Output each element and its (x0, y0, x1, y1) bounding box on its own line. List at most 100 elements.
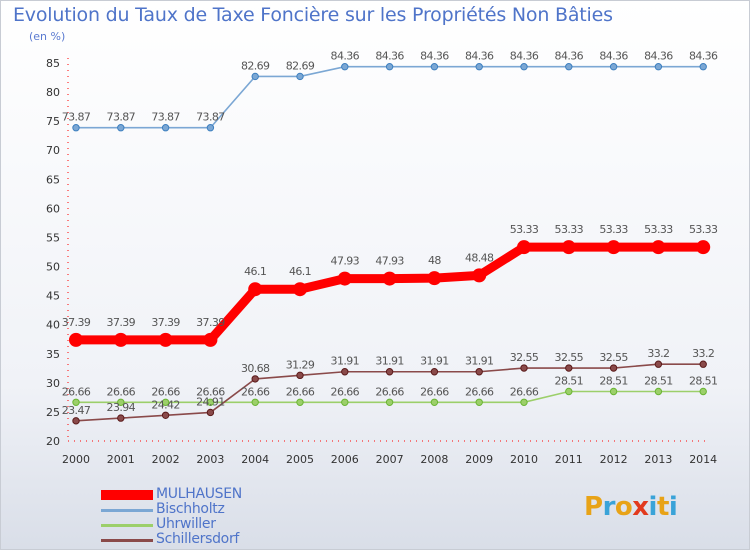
data-point (699, 387, 707, 396)
data-label: 23.47 (62, 404, 91, 417)
logo-letter: t (656, 492, 669, 522)
y-tick-label: 85 (46, 57, 60, 70)
data-label: 26.66 (331, 385, 360, 398)
data-label: 24.42 (151, 398, 180, 411)
data-point (565, 387, 573, 396)
y-tick-label: 45 (46, 290, 60, 303)
y-tick-label: 25 (46, 406, 60, 419)
unit-label: (en %) (29, 30, 66, 43)
data-label: 84.36 (375, 50, 404, 63)
data-label: 37.39 (62, 316, 91, 329)
data-label: 32.55 (555, 351, 584, 364)
data-label: 33.2 (647, 347, 669, 360)
data-label: 84.36 (599, 50, 628, 63)
y-tick-label: 65 (46, 173, 60, 186)
data-point (651, 240, 666, 255)
x-tick-label: 2003 (196, 453, 224, 466)
data-point (337, 271, 352, 286)
data-label: 26.66 (375, 385, 404, 398)
data-label: 53.33 (689, 223, 718, 236)
data-point (561, 240, 576, 255)
proxiti-logo: Proxiti (584, 492, 678, 522)
data-point (382, 271, 397, 286)
data-point (72, 417, 80, 425)
y-tick-label: 20 (46, 435, 60, 448)
data-point (520, 364, 528, 372)
data-label: 32.55 (599, 351, 628, 364)
data-label: 47.93 (375, 255, 404, 268)
y-tick-label: 80 (46, 86, 60, 99)
data-point (517, 240, 531, 255)
data-point (341, 398, 349, 406)
data-label: 73.87 (151, 111, 180, 124)
data-point (251, 398, 259, 406)
data-label: 33.2 (692, 347, 714, 360)
data-label: 31.29 (286, 358, 315, 371)
data-label: 84.36 (465, 50, 494, 63)
data-point (248, 282, 263, 297)
data-point (296, 371, 304, 380)
logo-letter: P (584, 492, 603, 522)
data-point (251, 72, 259, 81)
data-point (117, 414, 125, 422)
data-label: 24.91 (196, 395, 225, 408)
data-point (430, 368, 439, 376)
data-point (72, 398, 80, 406)
data-point (296, 398, 304, 406)
data-point (385, 63, 394, 71)
data-label: 31.91 (420, 355, 449, 368)
data-label: 73.87 (196, 111, 225, 124)
data-label: 46.1 (289, 265, 311, 278)
data-label: 84.36 (555, 50, 584, 63)
data-label: 37.39 (151, 316, 180, 329)
data-point (293, 282, 307, 297)
data-label: 26.66 (196, 385, 225, 398)
x-tick-label: 2010 (510, 453, 538, 466)
data-point (385, 368, 394, 376)
data-point (206, 408, 215, 417)
data-point (609, 387, 618, 396)
legend-label: Bischholtz (156, 501, 225, 517)
data-point (251, 375, 259, 383)
x-tick-label: 2007 (376, 453, 404, 466)
data-label: 84.36 (644, 50, 673, 63)
data-label: 28.51 (555, 375, 584, 388)
data-point (113, 332, 128, 347)
data-point (117, 124, 125, 132)
data-label: 84.36 (331, 50, 360, 63)
data-point (699, 63, 707, 71)
data-label: 26.66 (62, 385, 91, 398)
logo-letter: i (668, 492, 678, 522)
data-label: 84.36 (420, 50, 449, 63)
data-point (427, 271, 442, 286)
legend-swatch (101, 490, 153, 500)
data-label: 26.66 (151, 385, 180, 398)
x-tick-label: 2004 (241, 453, 269, 466)
data-label: 26.66 (241, 385, 270, 398)
data-point (341, 63, 349, 71)
data-point (341, 368, 349, 376)
legend-swatch (101, 509, 153, 512)
data-label: 37.39 (107, 316, 136, 329)
x-tick-label: 2012 (600, 453, 628, 466)
legend-label: Uhrwiller (156, 516, 216, 532)
data-label: 28.51 (599, 375, 628, 388)
logo-letter: x (632, 492, 649, 522)
data-label: 26.66 (510, 385, 539, 398)
legend-swatch (101, 539, 153, 542)
y-tick-label: 40 (46, 319, 60, 332)
x-tick-label: 2002 (152, 453, 180, 466)
data-label: 53.33 (555, 223, 584, 236)
data-point (565, 63, 573, 71)
data-point (203, 332, 218, 347)
legend-swatch (101, 524, 153, 527)
data-point (475, 368, 483, 376)
data-label: 73.87 (62, 111, 91, 124)
data-point (385, 398, 394, 406)
data-point (475, 398, 483, 406)
data-point (699, 360, 707, 368)
data-point (72, 124, 80, 132)
data-point (161, 124, 170, 132)
data-point (430, 398, 439, 406)
data-point (520, 398, 528, 406)
